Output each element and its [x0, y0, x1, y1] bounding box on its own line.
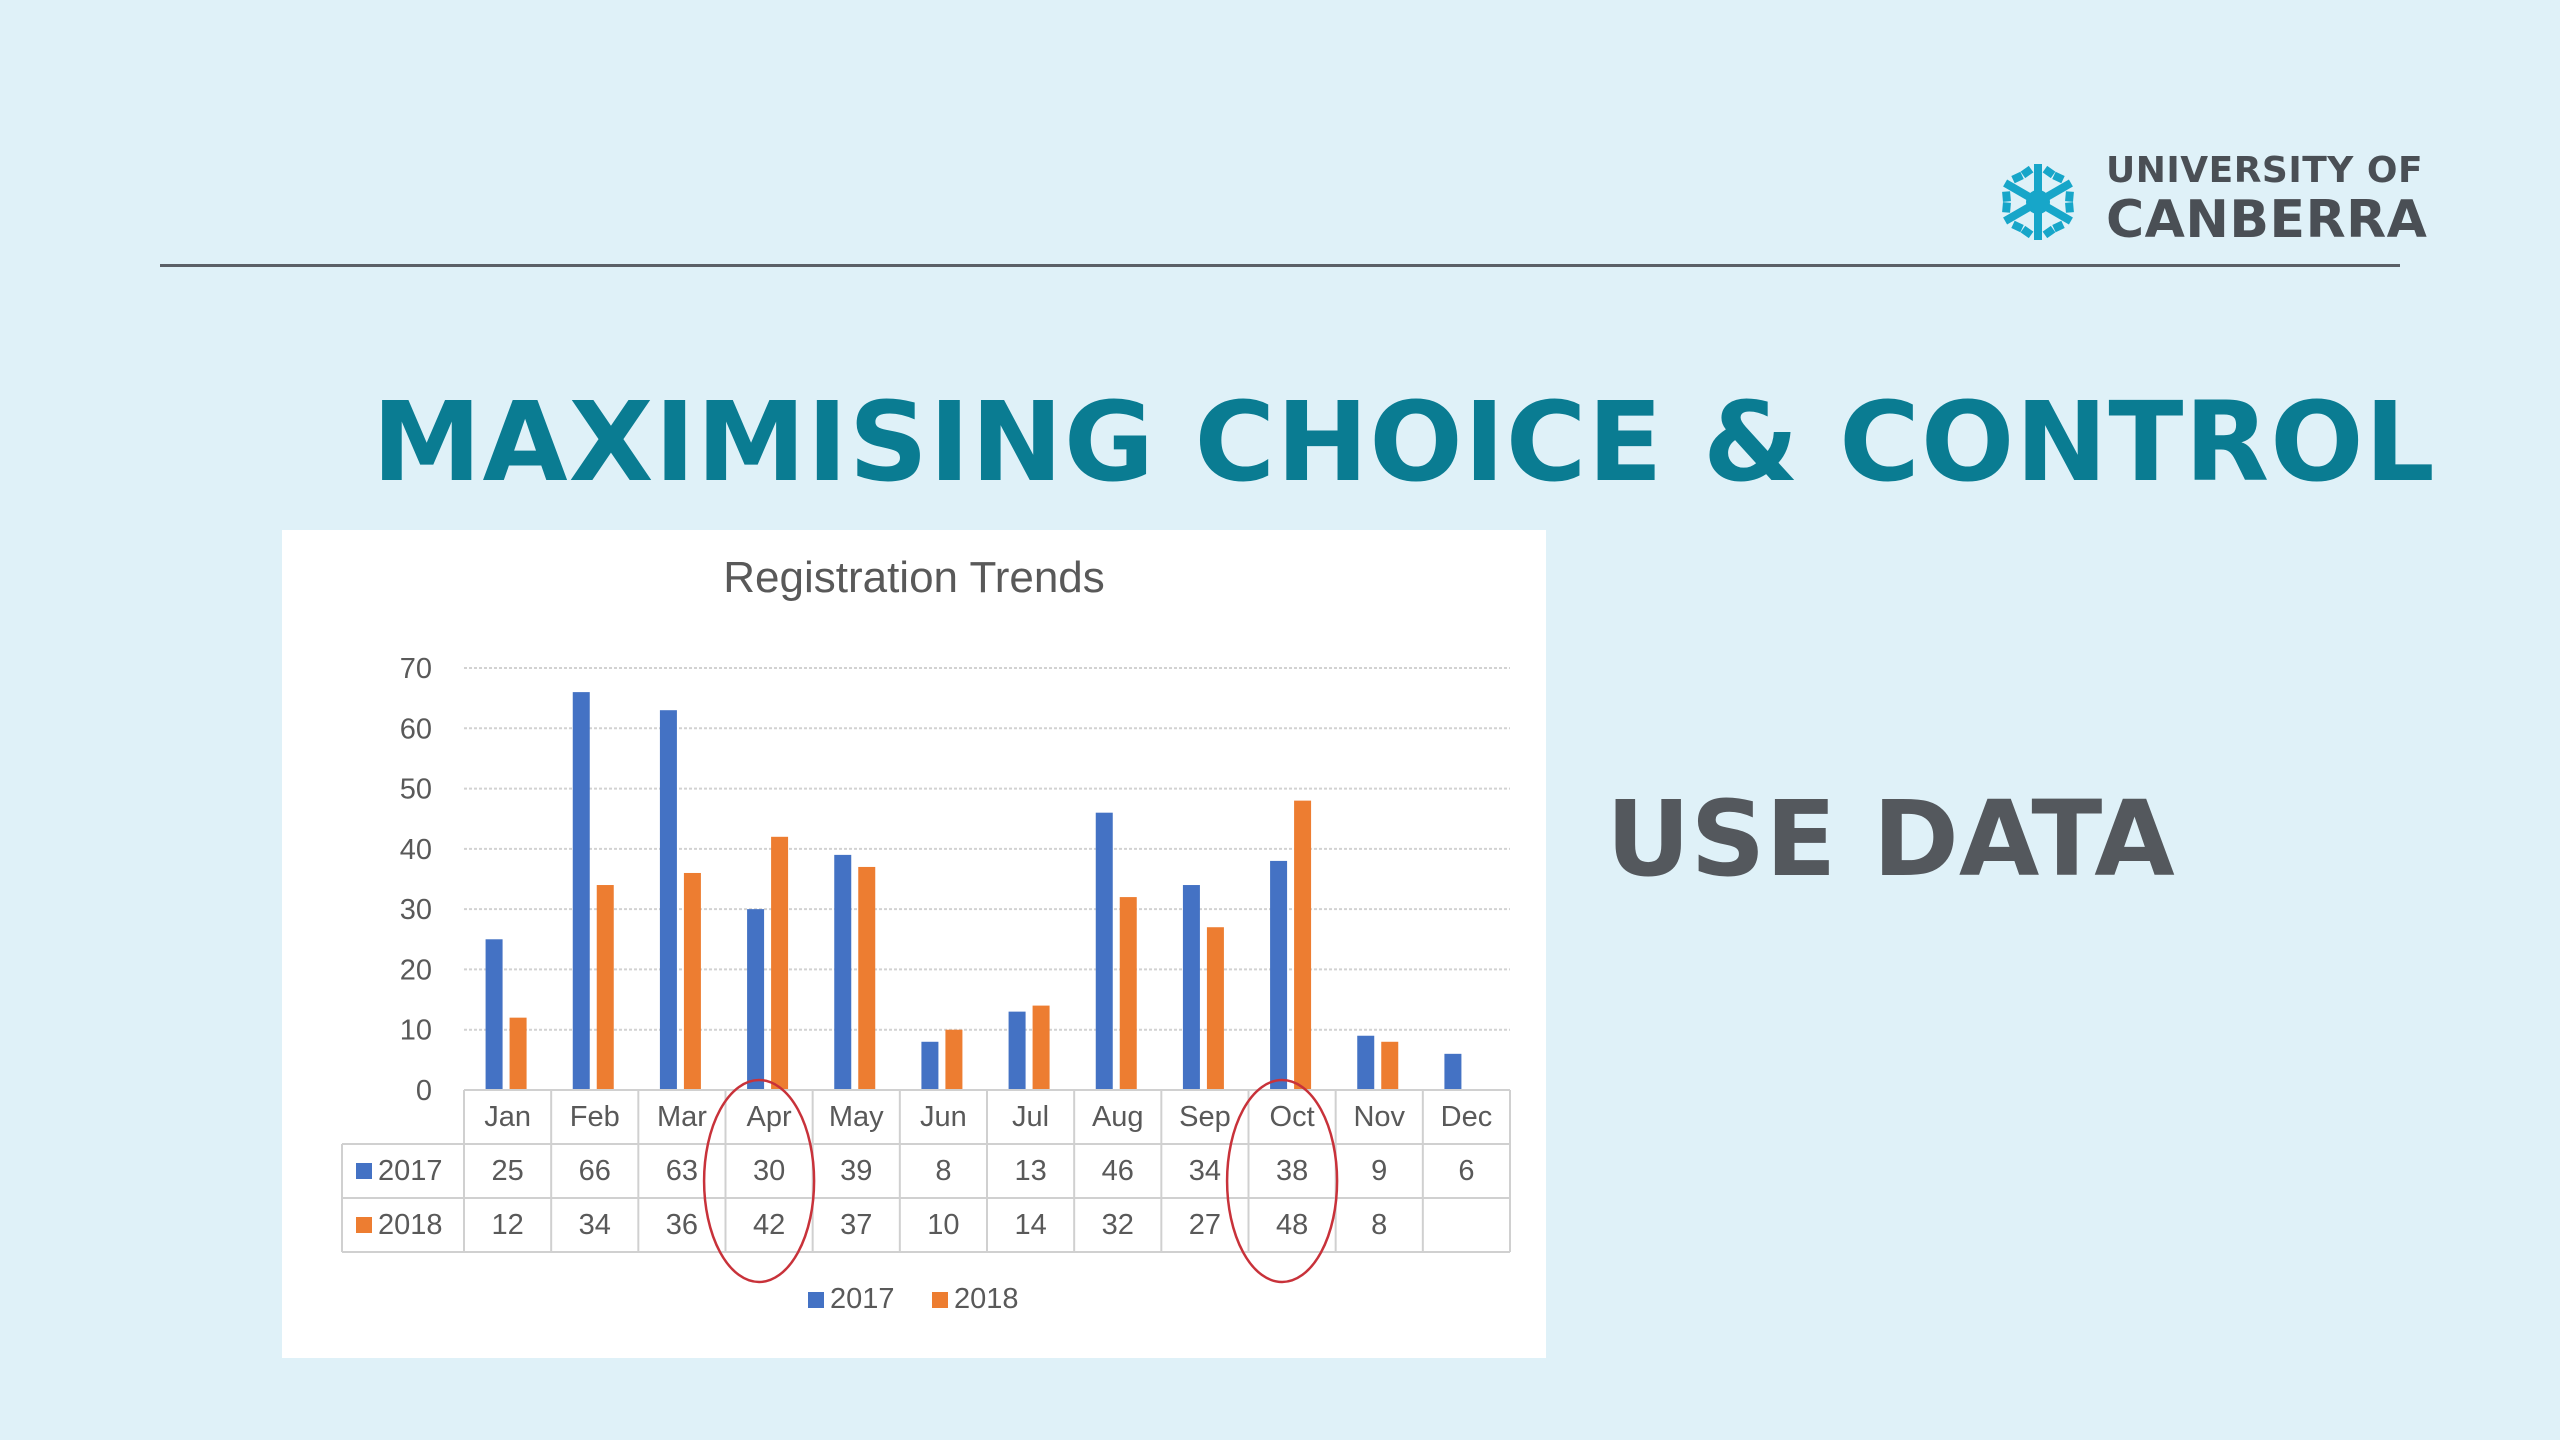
- data-label: 8: [1371, 1209, 1387, 1241]
- university-logo: UNIVERSITY OF CANBERRA: [1992, 150, 2427, 250]
- bar-2018-Aug: [1119, 897, 1137, 1090]
- data-label: 25: [491, 1155, 523, 1187]
- table-series-label: 2018: [378, 1209, 443, 1241]
- header-divider: [160, 264, 2400, 267]
- x-tick-label: Nov: [1353, 1101, 1405, 1133]
- bar-2017-Apr: [747, 909, 765, 1090]
- x-tick-label: Jun: [920, 1101, 967, 1133]
- data-label: 27: [1189, 1209, 1221, 1241]
- slide-title: MAXIMISING CHOICE & CONTROL: [372, 378, 2436, 506]
- bar-2017-Feb: [572, 692, 590, 1090]
- canberra-snowflake-icon: [1996, 164, 2080, 240]
- bar-2017-Mar: [659, 710, 677, 1090]
- y-tick-label: 50: [400, 774, 432, 806]
- data-label: 30: [753, 1155, 785, 1187]
- bar-2018-Oct: [1294, 800, 1312, 1090]
- bar-2017-Jan: [485, 939, 503, 1090]
- y-tick-label: 30: [400, 894, 432, 926]
- table-series-key: [356, 1217, 372, 1233]
- bar-2018-Sep: [1206, 927, 1224, 1090]
- data-label: 66: [579, 1155, 611, 1187]
- logo-line-1: UNIVERSITY OF: [2106, 150, 2424, 191]
- bar-2017-Nov: [1357, 1035, 1375, 1090]
- x-tick-label: Aug: [1092, 1101, 1144, 1133]
- x-tick-label: Mar: [657, 1101, 707, 1133]
- data-label: 39: [840, 1155, 872, 1187]
- bar-2017-Jul: [1008, 1011, 1026, 1090]
- data-label: 48: [1276, 1209, 1308, 1241]
- data-label: 34: [579, 1209, 611, 1241]
- bar-2017-Aug: [1095, 812, 1113, 1090]
- bar-2017-Oct: [1270, 860, 1288, 1090]
- slide-subtitle: USE DATA: [1606, 778, 2175, 900]
- y-tick-label: 60: [400, 713, 432, 745]
- data-label: 8: [935, 1155, 951, 1187]
- data-label: 12: [491, 1209, 523, 1241]
- table-series-label: 2017: [378, 1155, 443, 1187]
- table-series-key: [356, 1163, 372, 1179]
- bar-2018-May: [858, 866, 876, 1090]
- bar-2017-Jun: [921, 1041, 939, 1090]
- legend-label: 2018: [954, 1283, 1019, 1315]
- x-tick-label: May: [829, 1101, 884, 1133]
- data-label: 14: [1014, 1209, 1046, 1241]
- data-label: 32: [1102, 1209, 1134, 1241]
- bar-2018-Jun: [945, 1029, 963, 1090]
- data-label: 34: [1189, 1155, 1221, 1187]
- registration-trends-chart: Registration Trends 0 10 20 30 40 50 60 70 Jan F…: [341, 553, 1511, 1315]
- chart-title: Registration Trends: [723, 553, 1105, 602]
- logo-line-2: CANBERRA: [2106, 190, 2428, 250]
- y-tick-label: 40: [400, 834, 432, 866]
- bar-2017-May: [834, 854, 852, 1090]
- data-label: 42: [753, 1209, 785, 1241]
- bar-2018-Nov: [1381, 1041, 1399, 1090]
- bar-2018-Jul: [1032, 1005, 1050, 1090]
- legend-key: [932, 1292, 948, 1308]
- chart-card: Registration Trends 0 10 20 30 40 50 60 70 Jan F…: [282, 530, 1546, 1358]
- data-label: 37: [840, 1209, 872, 1241]
- x-tick-label: Sep: [1179, 1101, 1231, 1133]
- legend-label: 2017: [830, 1283, 895, 1315]
- bar-2017-Sep: [1182, 885, 1200, 1090]
- bar-2018-Jan: [509, 1017, 527, 1090]
- y-tick-label: 0: [416, 1075, 432, 1107]
- bar-2018-Feb: [596, 885, 614, 1090]
- x-tick-label: Feb: [570, 1101, 620, 1133]
- highlight-circle: [702, 1078, 816, 1284]
- data-label: 38: [1276, 1155, 1308, 1187]
- x-tick-label: Jul: [1012, 1101, 1049, 1133]
- legend-key: [808, 1292, 824, 1308]
- data-label: 36: [666, 1209, 698, 1241]
- data-label: 13: [1014, 1155, 1046, 1187]
- bar-2018-Apr: [771, 836, 789, 1090]
- data-label: 10: [927, 1209, 959, 1241]
- highlight-circle: [1225, 1078, 1339, 1284]
- data-label: 9: [1371, 1155, 1387, 1187]
- data-label: 63: [666, 1155, 698, 1187]
- x-tick-label: Dec: [1441, 1101, 1493, 1133]
- y-tick-label: 20: [400, 954, 432, 986]
- data-label: 6: [1458, 1155, 1474, 1187]
- bar-2017-Dec: [1444, 1053, 1462, 1090]
- x-tick-label: Oct: [1270, 1101, 1315, 1133]
- x-tick-label: Jan: [484, 1101, 531, 1133]
- data-label: 46: [1102, 1155, 1134, 1187]
- bar-2018-Mar: [683, 872, 701, 1090]
- y-tick-label: 70: [400, 653, 432, 685]
- x-tick-label: Apr: [747, 1101, 792, 1133]
- y-tick-label: 10: [400, 1015, 432, 1047]
